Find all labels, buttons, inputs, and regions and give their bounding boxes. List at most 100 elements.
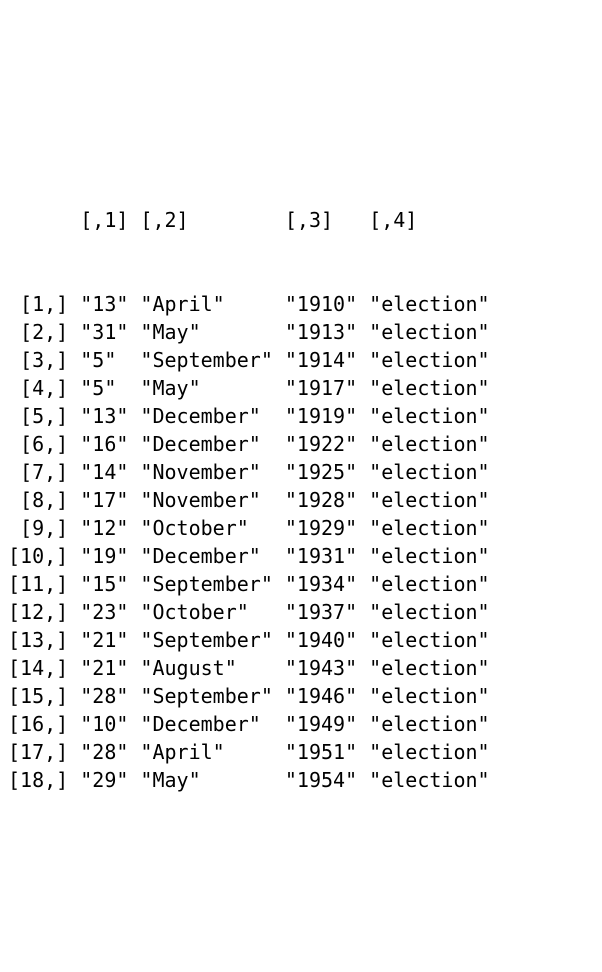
cell-col-4: "election": [369, 542, 489, 570]
cell-col-2: "October": [140, 598, 272, 626]
col-gap: [128, 346, 140, 374]
cell-col-1: "10": [80, 710, 128, 738]
cell-col-3: "1940": [285, 626, 357, 654]
col-header-1: [,1]: [80, 206, 128, 234]
row-header: [5,]: [8, 402, 68, 430]
col-gap: [357, 626, 369, 654]
cell-col-4: "election": [369, 682, 489, 710]
cell-col-3: "1913": [285, 318, 357, 346]
cell-col-1: "21": [80, 654, 128, 682]
row-header: [2,]: [8, 318, 68, 346]
col-gap: [357, 290, 369, 318]
cell-col-2: "May": [140, 766, 272, 794]
table-row: [9,] "12" "October" "1929" "election": [8, 514, 594, 542]
col-gap: [128, 766, 140, 794]
col-gap: [357, 766, 369, 794]
col-header-blank: [8, 206, 68, 234]
row-header: [18,]: [8, 766, 68, 794]
col-gap: [357, 738, 369, 766]
col-gap: [128, 682, 140, 710]
col-gap: [357, 346, 369, 374]
col-gap: [68, 542, 80, 570]
col-gap: [68, 738, 80, 766]
cell-col-4: "election": [369, 318, 489, 346]
cell-col-4: "election": [369, 570, 489, 598]
col-gap: [68, 486, 80, 514]
table-row: [2,] "31" "May" "1913" "election": [8, 318, 594, 346]
col-gap: [68, 766, 80, 794]
col-gap: [273, 710, 285, 738]
col-gap: [128, 598, 140, 626]
cell-col-4: "election": [369, 486, 489, 514]
col-gap: [273, 402, 285, 430]
table-row: [12,] "23" "October" "1937" "election": [8, 598, 594, 626]
cell-col-3: "1910": [285, 290, 357, 318]
cell-col-3: "1937": [285, 598, 357, 626]
row-header: [13,]: [8, 626, 68, 654]
col-gap: [273, 570, 285, 598]
col-gap: [128, 654, 140, 682]
col-gap: [68, 598, 80, 626]
col-gap: [273, 514, 285, 542]
col-gap: [357, 682, 369, 710]
col-gap: [128, 570, 140, 598]
col-gap: [357, 318, 369, 346]
col-header-2: [,2]: [140, 206, 272, 234]
table-row: [4,] "5" "May" "1917" "election": [8, 374, 594, 402]
cell-col-1: "16": [80, 430, 128, 458]
cell-col-3: "1922": [285, 430, 357, 458]
table-row: [14,] "21" "August" "1943" "election": [8, 654, 594, 682]
table-row: [7,] "14" "November" "1925" "election": [8, 458, 594, 486]
col-gap: [128, 738, 140, 766]
cell-col-2: "September": [140, 682, 272, 710]
row-header: [15,]: [8, 682, 68, 710]
cell-col-1: "13": [80, 402, 128, 430]
col-gap: [68, 626, 80, 654]
cell-col-1: "5": [80, 374, 128, 402]
cell-col-4: "election": [369, 738, 489, 766]
cell-col-1: "15": [80, 570, 128, 598]
col-gap: [68, 290, 80, 318]
col-gap: [273, 682, 285, 710]
col-gap: [128, 514, 140, 542]
cell-col-2: "November": [140, 486, 272, 514]
col-gap: [357, 654, 369, 682]
cell-col-4: "election": [369, 598, 489, 626]
row-header: [7,]: [8, 458, 68, 486]
col-gap: [273, 654, 285, 682]
table-row: [6,] "16" "December" "1922" "election": [8, 430, 594, 458]
col-gap: [357, 402, 369, 430]
cell-col-2: "May": [140, 318, 272, 346]
cell-col-1: "21": [80, 626, 128, 654]
cell-col-3: "1914": [285, 346, 357, 374]
cell-col-1: "5": [80, 346, 128, 374]
table-row: [15,] "28" "September" "1946" "election": [8, 682, 594, 710]
col-gap: [128, 402, 140, 430]
cell-col-1: "28": [80, 682, 128, 710]
cell-col-3: "1934": [285, 570, 357, 598]
cell-col-4: "election": [369, 458, 489, 486]
row-header: [16,]: [8, 710, 68, 738]
col-gap: [273, 626, 285, 654]
col-header-row: [,1] [,2] [,3] [,4]: [8, 206, 594, 234]
col-gap: [357, 542, 369, 570]
row-header: [1,]: [8, 290, 68, 318]
cell-col-3: "1925": [285, 458, 357, 486]
cell-col-2: "September": [140, 346, 272, 374]
table-row: [18,] "29" "May" "1954" "election": [8, 766, 594, 794]
row-header: [12,]: [8, 598, 68, 626]
table-row: [8,] "17" "November" "1928" "election": [8, 486, 594, 514]
table-row: [10,] "19" "December" "1931" "election": [8, 542, 594, 570]
cell-col-1: "28": [80, 738, 128, 766]
row-header: [8,]: [8, 486, 68, 514]
col-header-4: [,4]: [369, 206, 489, 234]
cell-col-1: "31": [80, 318, 128, 346]
col-gap: [128, 542, 140, 570]
cell-col-3: "1946": [285, 682, 357, 710]
cell-col-4: "election": [369, 402, 489, 430]
cell-col-2: "December": [140, 402, 272, 430]
col-gap: [357, 710, 369, 738]
col-gap: [357, 514, 369, 542]
col-gap: [357, 430, 369, 458]
cell-col-4: "election": [369, 654, 489, 682]
